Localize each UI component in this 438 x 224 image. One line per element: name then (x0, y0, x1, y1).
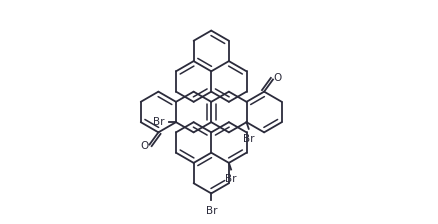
Text: Br: Br (225, 174, 237, 184)
Text: Br: Br (243, 134, 254, 144)
Text: O: O (274, 73, 282, 83)
Text: O: O (141, 141, 149, 151)
Text: Br: Br (153, 117, 165, 127)
Text: Br: Br (205, 206, 217, 215)
